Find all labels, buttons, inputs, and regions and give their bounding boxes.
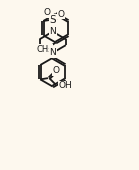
Text: O: O (53, 66, 60, 75)
Text: CH₃: CH₃ (37, 45, 52, 54)
Text: O: O (57, 10, 64, 19)
Text: OH: OH (58, 81, 72, 90)
Text: O: O (44, 8, 51, 17)
Text: N: N (49, 48, 56, 57)
Text: N: N (49, 27, 56, 36)
Text: S: S (49, 15, 56, 25)
